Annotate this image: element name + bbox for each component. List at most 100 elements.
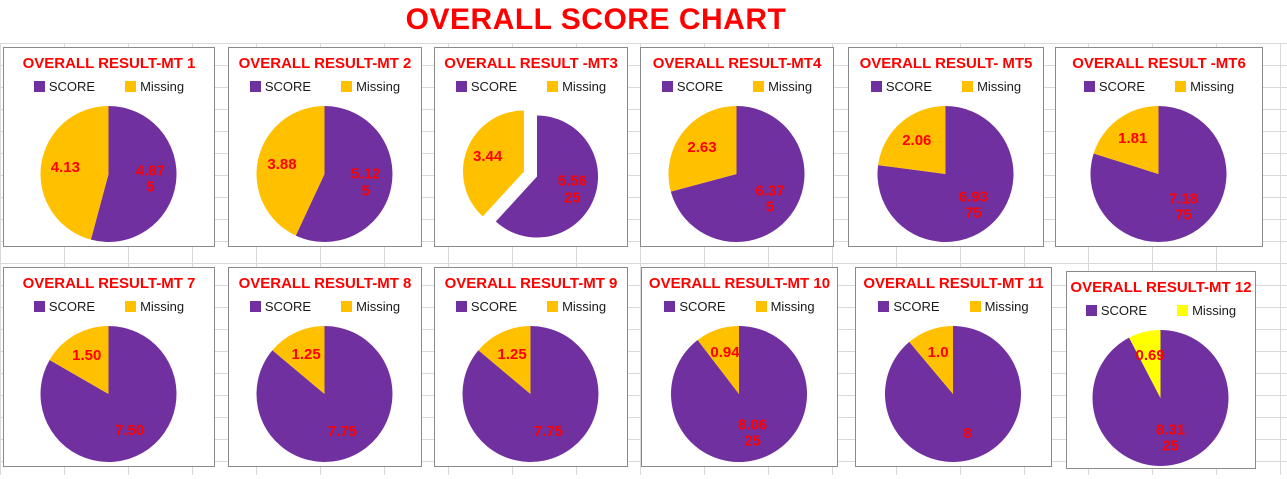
chart-title: OVERALL RESULT-MT 10 xyxy=(648,275,831,292)
pie-plot-area: 5.56 25 3.44 xyxy=(435,95,627,255)
legend-item-score: SCORE xyxy=(249,78,312,94)
pie-chart-card[interactable]: OVERALL RESULT-MT 7 SCORE Missing 7.50 1… xyxy=(3,267,215,467)
score-data-label: 8 xyxy=(963,424,972,442)
score-data-label: 8.06 25 xyxy=(737,416,768,450)
pie-chart-card[interactable]: OVERALL RESULT-MT 9 SCORE Missing 7.75 1… xyxy=(434,267,628,467)
legend-item-missing: Missing xyxy=(547,79,606,94)
missing-data-label: 1.50 xyxy=(72,347,102,365)
missing-data-label: 3.88 xyxy=(267,155,297,173)
pie-plot-area: 5.12 5 3.88 xyxy=(229,95,421,255)
legend-label-missing: Missing xyxy=(768,78,813,94)
missing-swatch-icon xyxy=(755,300,767,312)
missing-swatch-icon xyxy=(962,80,974,92)
pie-slice-missing xyxy=(478,326,531,394)
pie-slice-missing xyxy=(1093,105,1159,174)
pie-chart-card[interactable]: OVERALL RESULT-MT 2 SCORE Missing 5.12 5… xyxy=(228,47,422,247)
score-swatch-icon xyxy=(455,80,467,92)
chart-title: OVERALL RESULT -MT3 xyxy=(444,55,618,72)
score-data-label: 8.31 25 xyxy=(1155,421,1186,455)
pie-plot-area: 7.75 1.25 xyxy=(229,315,421,475)
missing-data-label: 3.44 xyxy=(472,148,503,166)
pie-plot-area: 4.87 5 4.13 xyxy=(4,95,214,255)
pie-slice-score xyxy=(670,106,805,242)
chart-title: OVERALL RESULT-MT 12 xyxy=(1070,279,1252,296)
missing-swatch-icon xyxy=(125,80,137,92)
score-data-label: 6.93 75 xyxy=(958,188,988,222)
pie-plot-area: 8.31 25 0.69 xyxy=(1067,319,1255,479)
legend-item-missing: Missing xyxy=(547,299,606,314)
legend-item-score: SCORE xyxy=(455,298,518,314)
missing-swatch-icon xyxy=(969,300,981,312)
chart-legend: SCORE Missing xyxy=(435,297,627,315)
chart-legend: SCORE Missing xyxy=(229,77,421,95)
chart-title: OVERALL RESULT-MT 2 xyxy=(238,55,412,72)
pie-slice-score xyxy=(495,115,599,238)
legend-label-missing: Missing xyxy=(1190,78,1235,94)
legend-item-score: SCORE xyxy=(1083,79,1145,94)
chart-legend: SCORE Missing xyxy=(4,77,214,95)
legend-item-score: SCORE xyxy=(249,298,312,314)
legend-label-missing: Missing xyxy=(770,298,815,314)
pie-plot-area: 6.37 5 2.63 xyxy=(641,95,833,255)
missing-data-label: 1.25 xyxy=(291,345,321,363)
pie-slice-missing xyxy=(272,326,325,394)
pie-slice-missing xyxy=(668,106,737,192)
missing-swatch-icon xyxy=(1177,304,1189,316)
legend-item-score: SCORE xyxy=(664,299,726,314)
pie-chart-card[interactable]: OVERALL RESULT-MT4 SCORE Missing 6.37 5 … xyxy=(640,47,834,247)
score-swatch-icon xyxy=(661,80,673,92)
pie-chart-card[interactable]: OVERALL RESULT-MT 8 SCORE Missing 7.75 1… xyxy=(228,267,422,467)
legend-item-missing: Missing xyxy=(755,298,815,314)
score-data-label: 7.50 xyxy=(114,421,145,439)
legend-label-missing: Missing xyxy=(977,78,1022,94)
chart-title: OVERALL RESULT-MT 8 xyxy=(238,275,412,292)
legend-label-score: SCORE xyxy=(470,298,518,314)
pie-slice-score xyxy=(295,106,393,242)
missing-data-label: 1.25 xyxy=(497,345,527,363)
score-data-label: 7.18 75 xyxy=(1168,190,1199,224)
legend-label-score: SCORE xyxy=(470,78,518,94)
missing-swatch-icon xyxy=(547,80,559,92)
legend-label-missing: Missing xyxy=(562,78,607,94)
legend-label-missing: Missing xyxy=(1192,302,1237,318)
score-swatch-icon xyxy=(664,300,676,312)
legend-label-score: SCORE xyxy=(264,78,312,94)
pie-chart-card[interactable]: OVERALL RESULT- MT5 SCORE Missing 6.93 7… xyxy=(848,47,1044,247)
legend-item-missing: Missing xyxy=(969,298,1029,314)
legend-label-missing: Missing xyxy=(140,78,185,94)
chart-legend: SCORE Missing xyxy=(435,77,627,95)
pie-plot-area: 8.06 25 0.94 xyxy=(642,315,837,475)
page-title: OVERALL SCORE CHART xyxy=(405,3,787,36)
pie-slice-missing xyxy=(256,106,325,236)
legend-item-score: SCORE xyxy=(878,299,940,314)
legend-label-missing: Missing xyxy=(984,298,1029,314)
legend-item-score: SCORE xyxy=(33,299,95,314)
score-data-label: 7.75 xyxy=(327,422,357,440)
legend-item-missing: Missing xyxy=(125,79,184,94)
score-data-label: 5.12 5 xyxy=(351,165,381,200)
pie-chart-card[interactable]: OVERALL RESULT-MT 12 SCORE Missing 8.31 … xyxy=(1066,271,1256,469)
pie-slice-missing xyxy=(462,110,524,217)
pie-plot-area: 6.93 75 2.06 xyxy=(849,95,1043,255)
score-swatch-icon xyxy=(1083,80,1095,92)
legend-item-missing: Missing xyxy=(962,79,1021,94)
legend-label-score: SCORE xyxy=(264,298,312,314)
score-data-label: 4.87 5 xyxy=(135,162,165,196)
missing-data-label: 4.13 xyxy=(50,159,80,177)
pie-plot-area: 7.18 75 1.81 xyxy=(1056,95,1262,255)
legend-item-score: SCORE xyxy=(661,79,723,94)
score-swatch-icon xyxy=(249,80,261,92)
legend-item-missing: Missing xyxy=(125,299,184,314)
legend-label-missing: Missing xyxy=(562,298,607,314)
chart-legend: SCORE Missing xyxy=(4,297,214,315)
score-swatch-icon xyxy=(870,80,882,92)
pie-chart-card[interactable]: OVERALL RESULT-MT 10 SCORE Missing 8.06 … xyxy=(641,267,838,467)
chart-title: OVERALL RESULT-MT 1 xyxy=(22,55,196,72)
missing-swatch-icon xyxy=(125,300,137,312)
pie-chart-card[interactable]: OVERALL RESULT -MT3 SCORE Missing 5.56 2… xyxy=(434,47,628,247)
pie-chart-card[interactable]: OVERALL RESULT -MT6 SCORE Missing 7.18 7… xyxy=(1055,47,1263,247)
pie-chart-card[interactable]: OVERALL RESULT-MT 1 SCORE Missing 4.87 5… xyxy=(3,47,215,247)
chart-legend: SCORE Missing xyxy=(1067,301,1255,319)
chart-title: OVERALL RESULT -MT6 xyxy=(1072,55,1246,72)
pie-chart-card[interactable]: OVERALL RESULT-MT 11 SCORE Missing 8 1.0 xyxy=(855,267,1052,467)
